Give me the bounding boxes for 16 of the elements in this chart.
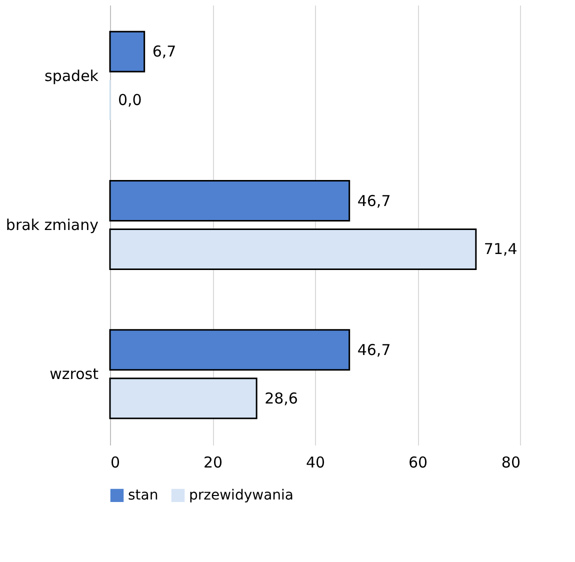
data-label: 28,6 [264,389,298,408]
x-tick-label: 60 [408,454,428,472]
legend-label: przewidywania [189,487,294,504]
legend-label: stan [128,487,158,504]
x-tick-label: 40 [306,454,326,472]
y-tick-label: spadek [44,66,99,85]
y-tick-label: brak zmiany [6,216,99,234]
data-label: 71,4 [484,240,518,258]
data-label: 46,7 [357,192,391,210]
x-tick-label: 0 [110,454,120,472]
data-label: 0,0 [118,91,142,110]
y-tick-label: wzrost [50,365,99,384]
x-tick-label: 20 [203,454,223,472]
data-label: 46,7 [357,340,391,359]
x-tick-label: 80 [501,454,520,472]
data-label: 6,7 [152,42,176,61]
